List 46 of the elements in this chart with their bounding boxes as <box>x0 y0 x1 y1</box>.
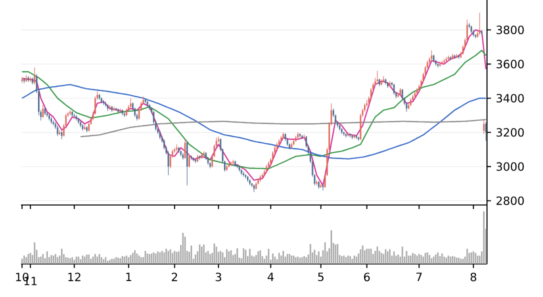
candlestick <box>393 83 395 96</box>
x-tick-label: 7 <box>416 272 422 281</box>
candlestick <box>430 50 432 60</box>
y-tick-label: 3400 <box>496 94 524 103</box>
candlestick <box>113 106 115 112</box>
candlestick <box>242 171 244 178</box>
candlestick <box>56 125 58 136</box>
candlestick <box>301 134 303 140</box>
candlestick <box>188 154 190 168</box>
candlestick <box>42 104 44 118</box>
y-tick-label: 2800 <box>496 196 524 206</box>
y-tick-label: 3800 <box>496 26 524 34</box>
x-tick-label: 4 <box>268 272 274 281</box>
candlestick <box>386 82 388 88</box>
candlestick <box>228 162 230 168</box>
y-tick-label: 3200 <box>496 128 524 137</box>
x-tick-label: 2 <box>172 272 178 282</box>
candlestick <box>483 120 485 134</box>
candlestick <box>345 132 347 138</box>
candlestick <box>478 12 480 36</box>
candlestick <box>446 56 448 62</box>
candlestick <box>124 112 126 118</box>
candlestick <box>322 184 324 191</box>
x-tick-label: 12 <box>68 272 80 282</box>
candlestick <box>299 132 301 138</box>
x-tick-label: 6 <box>364 272 370 282</box>
candlestick <box>376 70 378 82</box>
candlestick <box>474 34 476 39</box>
x-tick-label: 3 <box>216 272 222 282</box>
x-tick-label: 8 <box>470 272 476 282</box>
candlestick <box>358 136 360 142</box>
candlestick <box>485 122 487 142</box>
candlestick <box>184 138 186 160</box>
candlestick <box>102 100 104 106</box>
candlestick <box>382 76 384 82</box>
candlestick <box>201 152 203 160</box>
candlestick <box>34 67 36 85</box>
y-tick-label: 3600 <box>496 60 524 68</box>
y-tick-label: 3000 <box>496 162 524 171</box>
candlestick <box>61 130 63 140</box>
candlestick <box>130 98 132 108</box>
candlestick <box>186 141 188 186</box>
candlestick <box>218 136 220 143</box>
x-tick-label: 1 <box>126 272 132 281</box>
candlestick <box>21 76 23 84</box>
x-tick-label: 5 <box>318 272 324 282</box>
